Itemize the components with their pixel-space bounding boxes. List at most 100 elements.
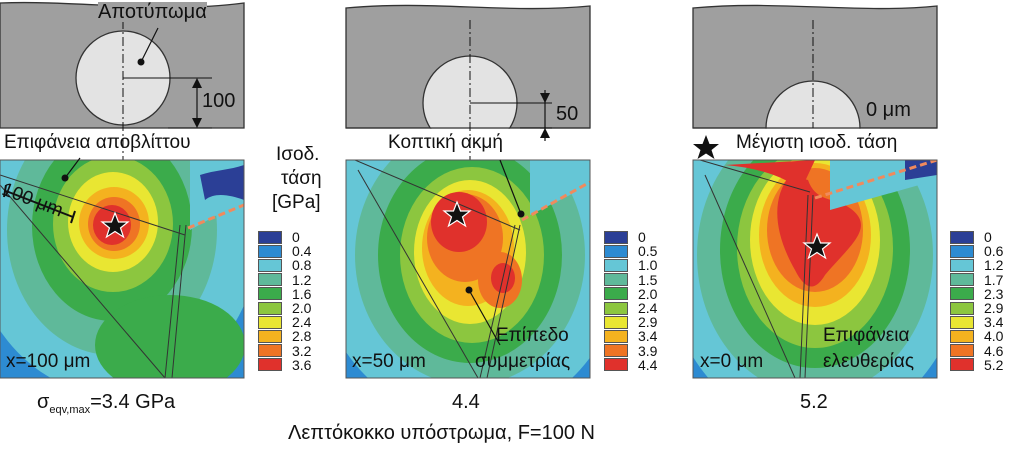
legend-value: 3.4: [638, 328, 658, 345]
legend-swatch: [950, 344, 974, 358]
legend-entry: 2.9: [950, 301, 1003, 315]
legend-swatch: [604, 358, 628, 372]
plot-c-frame: [692, 159, 938, 379]
marker-label: Μέγιστη ισοδ. τάση: [736, 132, 898, 153]
legend-swatch: [258, 258, 282, 272]
legend-value: 0.8: [292, 257, 312, 274]
legend-swatch: [950, 301, 974, 315]
dimension-label-a: 100: [202, 90, 236, 112]
legend-entry: 4.0: [950, 329, 1003, 343]
edge-label: Κοπτική ακμή: [388, 132, 503, 153]
legend-value: 0: [292, 229, 300, 245]
legend-entry: 0.5: [604, 244, 657, 258]
legend-swatch: [950, 230, 974, 244]
legend-value: 3.4: [984, 314, 1004, 331]
legend-value: 1.2: [292, 271, 312, 288]
plot-a-frame: [0, 159, 245, 379]
position-label-c: x=0 μm: [700, 351, 764, 372]
legend-value: 4.6: [984, 342, 1004, 359]
legend-swatch: [950, 273, 974, 287]
legend-entry: 0.4: [258, 244, 311, 258]
schematic-b: [345, 4, 591, 169]
legend-swatch: [258, 287, 282, 301]
dimension-label-c: 0 μm: [866, 99, 911, 121]
legend-entry: 4.6: [950, 344, 1003, 358]
legend-entry: 2.4: [258, 315, 311, 329]
legend-swatch: [258, 344, 282, 358]
legend-value: 0.4: [292, 243, 312, 260]
legend-entry: 0.6: [950, 244, 1003, 258]
legend-entry: 2.0: [258, 301, 311, 315]
star-icon: [693, 135, 719, 159]
legend-value: 2.3: [984, 285, 1004, 302]
legend-value: 0: [984, 229, 992, 245]
legend-entry: 1.2: [950, 258, 1003, 272]
legend-value: 2.9: [984, 300, 1004, 316]
legend-swatch: [950, 287, 974, 301]
legend-entry: 2.9: [604, 315, 657, 329]
legend-swatch: [604, 301, 628, 315]
figure-caption: Λεπτόκοκκο υπόστρωμα, F=100 N: [288, 422, 595, 444]
position-label-a: x=100 μm: [6, 351, 91, 372]
legend-value: 0: [638, 229, 646, 245]
legend-value: 1.2: [984, 257, 1004, 274]
contour-plot-a: [0, 160, 244, 378]
legend-swatch: [950, 329, 974, 343]
legend-entry: 3.4: [950, 315, 1003, 329]
scale-bar: [5, 190, 74, 218]
sigma-subscript: eqv,max: [49, 404, 91, 416]
star-icon: [802, 232, 832, 260]
schematic-a: [0, 1, 245, 160]
max-stress-a: σeqv,max=3.4 GPa: [37, 392, 175, 416]
legend-entry: 1.7: [950, 273, 1003, 287]
legend-value: 1.5: [638, 271, 658, 288]
legend-swatch: [258, 329, 282, 343]
legend-value: 2.9: [638, 314, 658, 331]
legend-entry: 2.8: [258, 329, 311, 343]
legend-value: 2.4: [292, 314, 312, 331]
legend-value: 1.6: [292, 285, 312, 302]
legend-value: 2.0: [292, 300, 312, 316]
legend-entry: 1.6: [258, 287, 311, 301]
legend-swatch: [604, 244, 628, 258]
legend-swatch: [258, 301, 282, 315]
legend-value: 3.9: [638, 342, 658, 359]
plane-label-1: Επίπεδο: [496, 325, 569, 346]
legend-entry: 3.9: [604, 344, 657, 358]
legend-entry: 0: [950, 230, 992, 244]
legend-swatch: [604, 258, 628, 272]
legend-entry: 2.4: [604, 301, 657, 315]
legend-title-line2: τάση: [281, 168, 322, 189]
star-icon: [442, 200, 472, 228]
legend-value: 4.4: [638, 356, 658, 373]
max-stress-value-a: 3.4 GPa: [101, 391, 176, 413]
legend-entry: 4.4: [604, 358, 657, 372]
contour-plot-b: [346, 160, 590, 378]
legend-value: 4.0: [984, 328, 1004, 345]
legend-swatch: [950, 244, 974, 258]
legend-entry: 2.3: [950, 287, 1003, 301]
legend-value: 2.0: [638, 285, 658, 302]
legend-entry: 1.2: [258, 273, 311, 287]
legend-swatch: [604, 344, 628, 358]
star-icon: [100, 211, 130, 239]
legend-entry: 3.4: [604, 329, 657, 343]
legend-swatch: [258, 358, 282, 372]
legend-entry: 5.2: [950, 358, 1003, 372]
free-surface-label-2: ελευθερίας: [823, 351, 915, 372]
max-stress-c: 5.2: [800, 391, 828, 413]
legend-value: 1.0: [638, 257, 658, 274]
legend-entry: 3.6: [258, 358, 311, 372]
legend-value: 3.6: [292, 356, 312, 373]
sigma-symbol: σ: [37, 391, 50, 413]
legend-value: 2.8: [292, 328, 312, 345]
max-stress-b: 4.4: [452, 391, 480, 413]
contour-plot-c: [693, 160, 937, 378]
legend-entry: 0.8: [258, 258, 311, 272]
legend-swatch: [950, 315, 974, 329]
legend-swatch: [604, 273, 628, 287]
legend-entry: 0: [604, 230, 646, 244]
legend-value: 3.2: [292, 342, 312, 359]
dimension-label-b: 50: [556, 103, 579, 125]
